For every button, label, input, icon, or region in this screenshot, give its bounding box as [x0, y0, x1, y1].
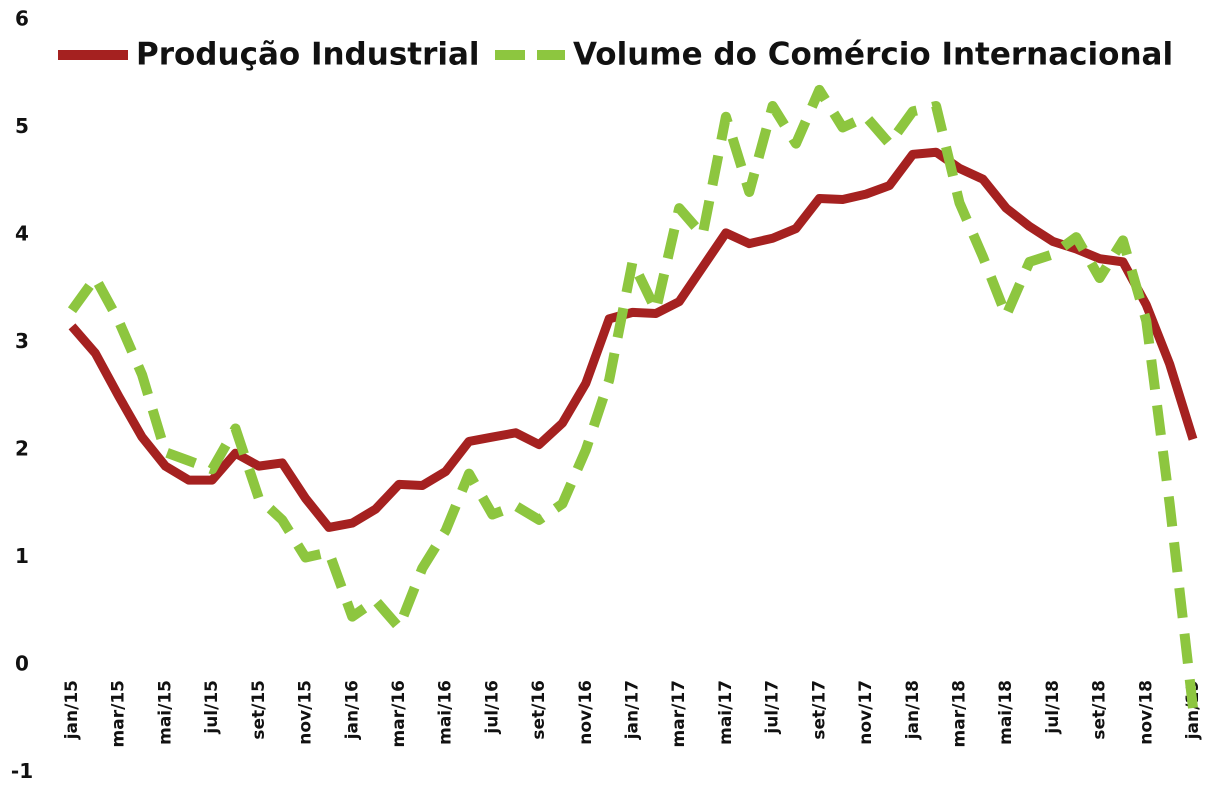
x-tick-label: jul/15 [202, 680, 222, 735]
y-tick-label: 3 [15, 329, 29, 353]
x-tick-label: jul/16 [482, 680, 502, 735]
x-tick-label: jul/18 [1043, 680, 1063, 735]
x-tick-label: set/18 [1090, 680, 1110, 740]
x-tick-label: nov/17 [856, 680, 876, 745]
x-tick-label: set/16 [529, 680, 549, 740]
x-tick-label: jul/17 [763, 680, 783, 735]
y-tick-label: 1 [15, 544, 29, 568]
y-tick-label: 6 [15, 7, 29, 31]
x-tick-label: nov/18 [1136, 680, 1156, 745]
x-tick-label: mai/17 [716, 680, 736, 745]
x-tick-label: mar/17 [669, 680, 689, 747]
line-series [68, 147, 1198, 532]
x-tick-label: mai/18 [996, 680, 1016, 745]
x-tick-label: jan/18 [903, 680, 923, 740]
line-series [67, 84, 1198, 709]
x-tick-label: mar/15 [109, 680, 129, 747]
y-tick-label: 4 [15, 222, 29, 246]
x-tick-label: mai/16 [436, 680, 456, 745]
x-tick-label: jan/15 [62, 680, 82, 740]
y-tick-label: 2 [15, 437, 29, 461]
x-tick-label: nov/16 [576, 680, 596, 745]
x-tick-label: set/17 [809, 680, 829, 740]
y-tick-label: -1 [11, 759, 33, 783]
y-tick-label: 0 [15, 652, 29, 676]
x-tick-label: mar/18 [949, 680, 969, 747]
y-tick-label: 5 [15, 114, 29, 138]
x-tick-label: set/15 [249, 680, 269, 740]
x-tick-label: nov/15 [296, 680, 316, 745]
legend-label: Volume do Comércio Internacional [573, 37, 1173, 73]
x-tick-label: mai/15 [155, 680, 175, 745]
x-tick-label: jan/17 [623, 680, 643, 740]
x-tick-label: jan/16 [342, 680, 362, 740]
legend-label: Produção Industrial [136, 37, 480, 73]
x-tick-label: mar/16 [389, 680, 409, 747]
